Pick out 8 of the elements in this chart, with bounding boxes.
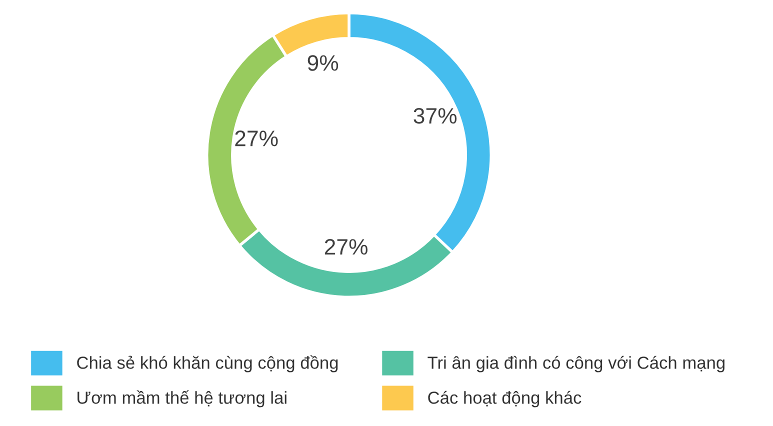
legend-label: Ươm mầm thế hệ tương lai [78, 390, 286, 408]
legend-label: Chia sẻ khó khăn cùng cộng đồng [77, 355, 338, 372]
data-label: 9% [308, 55, 338, 71]
legend-label: Tri ân gia đình có công với Cách mạng [428, 356, 724, 372]
legend-label: Các hoạt động khác [428, 390, 582, 408]
data-label: 37% [414, 108, 457, 124]
data-label: 27% [324, 239, 368, 255]
data-label: 27% [235, 130, 278, 146]
